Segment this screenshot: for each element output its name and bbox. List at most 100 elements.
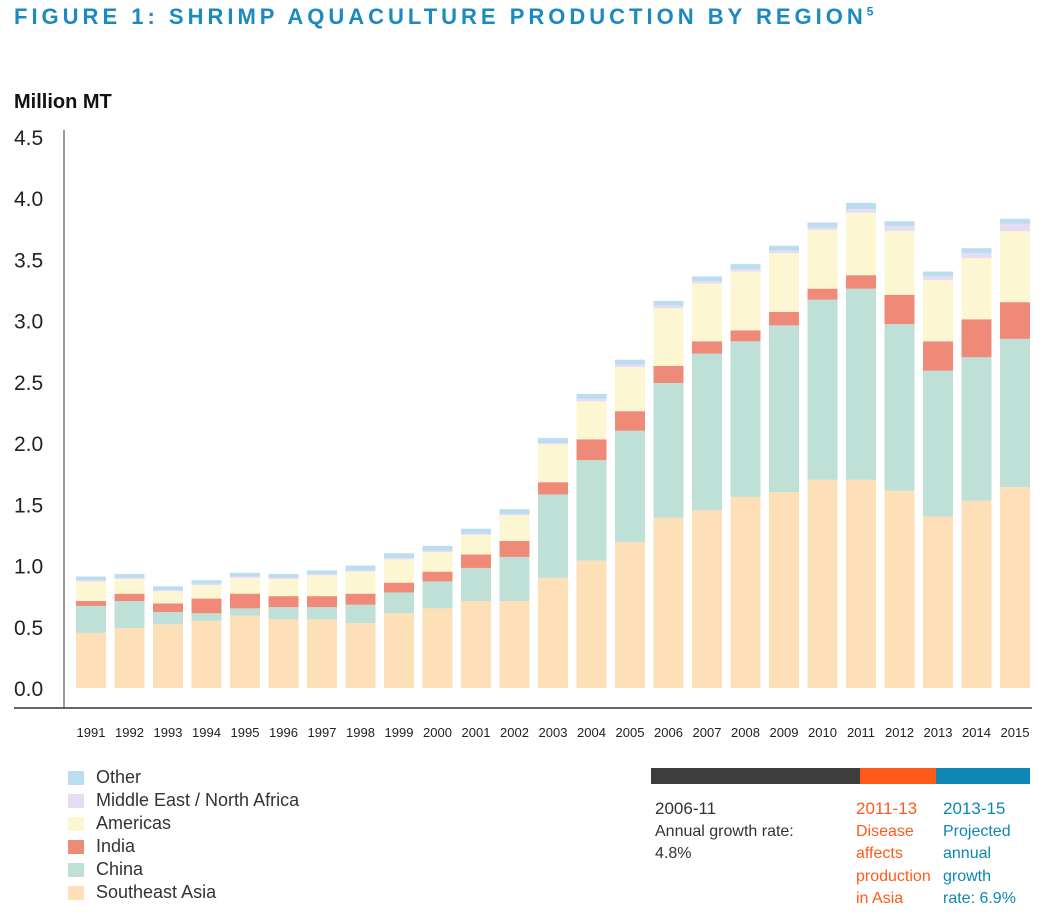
bar-segment [846, 202, 876, 210]
bar-segment [114, 627, 145, 688]
bar-segment [576, 560, 607, 688]
bar-segment [230, 576, 260, 578]
legend-item-china: China [68, 858, 299, 881]
bar-segment [692, 283, 722, 342]
bar-segment [307, 619, 337, 688]
legend-label: Other [96, 767, 142, 787]
x-tick-label: 1998 [346, 725, 375, 740]
bar-segment [807, 222, 838, 228]
bar-segment [76, 576, 106, 581]
bar-segment [653, 382, 684, 518]
bar-segment [576, 398, 607, 402]
x-tick-label: 2011 [847, 725, 875, 740]
bar-segment [884, 221, 915, 227]
bar-segment [807, 288, 838, 300]
bar-segment [153, 590, 183, 592]
bar-segment [76, 580, 106, 582]
bar-group-1995 [230, 572, 260, 688]
y-tick-label: 3.5 [14, 249, 43, 272]
bar-segment [114, 578, 145, 594]
bar-segment [114, 574, 145, 578]
bar-segment [730, 341, 761, 497]
bar-segment [923, 280, 953, 342]
bar-segment [576, 439, 607, 461]
bar-segment [76, 601, 106, 606]
bar-segment [191, 620, 222, 688]
bar-segment [422, 545, 453, 551]
x-tick-label: 2000 [423, 725, 452, 740]
bar-segment [461, 528, 491, 534]
bar-segment [692, 276, 722, 282]
bar-segment [345, 570, 376, 572]
bar-segment [191, 598, 222, 614]
y-tick-label: 3.0 [14, 311, 43, 334]
legend-item-mena: Middle East / North Africa [68, 789, 299, 812]
x-tick-label: 2014 [962, 725, 991, 740]
bar-segment [615, 430, 645, 543]
bar-segment [422, 571, 453, 582]
bar-segment [923, 271, 953, 277]
bar-group-2001 [461, 528, 491, 688]
y-tick-label: 4.5 [14, 127, 43, 150]
bar-segment [961, 357, 992, 501]
bar-segment [307, 574, 337, 576]
bar-segment [153, 612, 183, 625]
bar-group-1994 [191, 580, 222, 688]
bar-segment [191, 585, 222, 599]
bar-segment [268, 574, 299, 578]
bar-segment [846, 275, 876, 289]
bar-segment [191, 613, 222, 621]
bar-segment [345, 593, 376, 605]
bar-segment [153, 624, 183, 688]
bar-segment [769, 250, 799, 254]
x-tick-label: 2006 [654, 725, 683, 740]
bar-group-2012 [884, 221, 915, 688]
bar-group-2003 [538, 438, 568, 688]
bar-group-1991 [76, 576, 106, 688]
bar-segment [345, 604, 376, 624]
legend-item-india: India [68, 835, 299, 858]
bar-segment [538, 444, 568, 483]
bar-segment [769, 253, 799, 312]
bar-segment [384, 592, 414, 614]
x-tick-label: 1992 [115, 725, 144, 740]
bar-segment [692, 510, 722, 688]
legend-swatch [68, 862, 84, 877]
x-tick-label: 2004 [577, 725, 606, 740]
y-tick-label: 2.0 [14, 433, 43, 456]
legend-swatch [68, 816, 84, 831]
x-tick-label: 1995 [231, 725, 260, 740]
bar-segment [384, 553, 414, 559]
bar-segment [384, 582, 414, 593]
bar-segment [576, 394, 607, 399]
bar-segment [576, 401, 607, 440]
legend-swatch [68, 770, 84, 785]
bar-segment [153, 603, 183, 613]
bar-segment [692, 341, 722, 354]
legend-label: India [96, 836, 136, 856]
bar-group-2013 [923, 271, 953, 688]
bar-segment [846, 212, 876, 276]
x-tick-label: 1994 [192, 725, 221, 740]
x-tick-label: 1997 [308, 725, 337, 740]
bar-segment [114, 577, 145, 579]
timeline-bar-2011-13 [860, 768, 936, 784]
bar-group-1997 [307, 570, 337, 688]
y-axis-label: Million MT [14, 91, 112, 113]
period-line: growth [943, 867, 992, 885]
bar-segment [769, 492, 799, 688]
bar-group-2014 [961, 248, 992, 688]
bar-segment [1000, 338, 1030, 488]
bar-segment [730, 269, 761, 272]
bar-group-2004 [576, 394, 607, 688]
bar-segment [615, 542, 645, 688]
bar-segment [230, 572, 260, 577]
bar-segment [191, 583, 222, 586]
bar-segment [422, 550, 453, 553]
bar-segment [923, 370, 953, 517]
bar-segment [884, 294, 915, 325]
bar-segment [884, 490, 915, 688]
x-tick-label: 2008 [731, 725, 760, 740]
period-line: Disease [856, 822, 914, 840]
bar-segment [268, 578, 299, 597]
